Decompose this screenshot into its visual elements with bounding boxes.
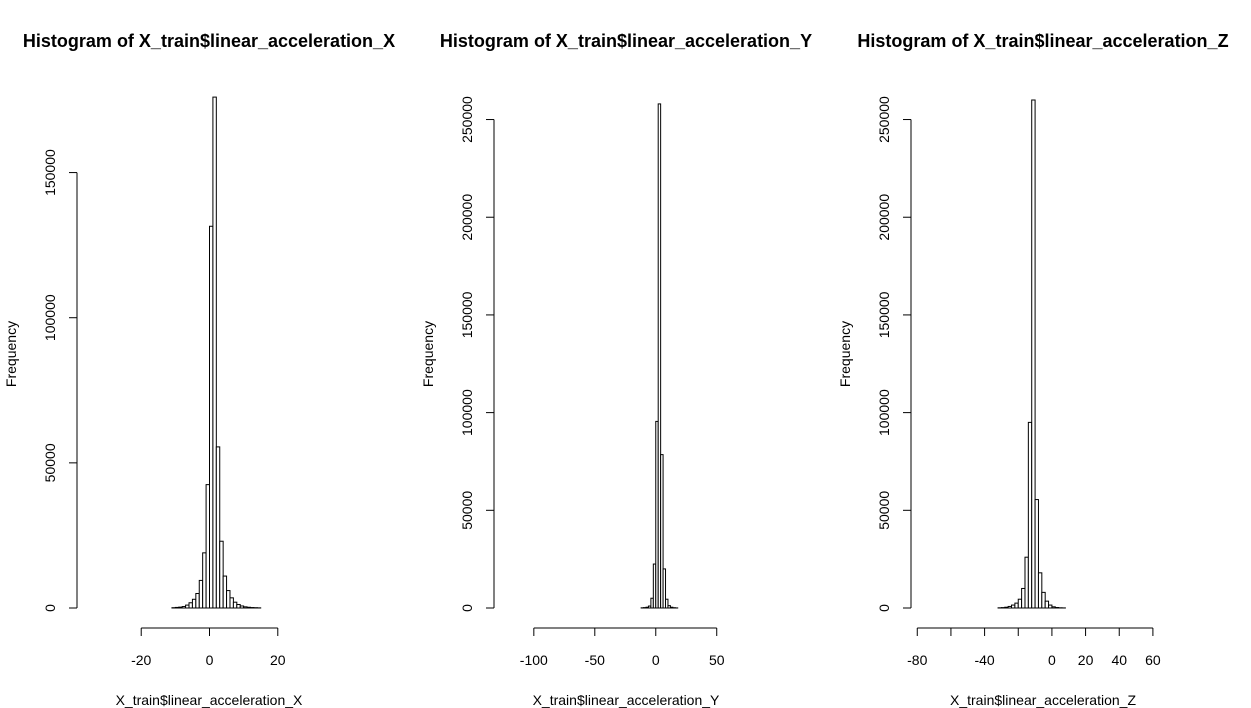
chart-title: Histogram of X_train$linear_acceleration…	[23, 31, 395, 51]
y-tick-label: 250000	[459, 96, 475, 143]
y-axis-label: Frequency	[3, 321, 19, 387]
histogram-bar	[178, 606, 183, 609]
y-tick-label: 150000	[876, 291, 892, 338]
y-tick-label: 0	[42, 604, 58, 612]
y-axis-label: Frequency	[420, 321, 436, 387]
y-tick-label: 150000	[459, 291, 475, 338]
histogram-bar	[226, 590, 231, 609]
y-tick-label: 0	[876, 604, 892, 612]
y-tick-label: 200000	[459, 194, 475, 241]
y-tick-label: 100000	[42, 294, 58, 341]
histogram-bar	[243, 606, 248, 609]
y-tick-label: 50000	[876, 491, 892, 530]
x-tick-label: 60	[1145, 652, 1161, 668]
x-tick-label: 20	[270, 652, 286, 668]
histogram-bar	[185, 604, 190, 609]
histogram-bar	[1017, 598, 1023, 609]
x-tick-label: -80	[907, 652, 927, 668]
histogram-bar	[174, 606, 180, 609]
histogram-bar	[212, 96, 217, 609]
y-axis-label: Frequency	[837, 321, 853, 387]
histogram-bar	[657, 103, 662, 609]
histogram-bar	[236, 604, 241, 609]
histogram-bar	[195, 592, 200, 609]
histogram-bar	[232, 601, 238, 609]
x-tick-label: 50	[709, 652, 725, 668]
histogram-panel-z: Histogram of X_train$linear_acceleration…	[837, 31, 1229, 708]
x-tick-label: 40	[1111, 652, 1127, 668]
x-axis-label: X_train$linear_acceleration_Y	[533, 692, 720, 708]
histogram-bar	[662, 568, 667, 609]
histogram-bar	[188, 602, 193, 609]
histogram-bar	[1021, 587, 1026, 609]
x-tick-label: -40	[974, 652, 994, 668]
histogram-bar	[1048, 604, 1053, 609]
chart-title: Histogram of X_train$linear_acceleration…	[857, 31, 1228, 51]
histogram-bar	[205, 484, 210, 609]
histogram-bar	[1007, 605, 1013, 609]
y-tick-label: 50000	[42, 443, 58, 482]
y-tick-label: 200000	[876, 194, 892, 241]
histogram-bar	[1031, 99, 1036, 609]
histogram-bar	[665, 598, 669, 609]
histogram-bar	[219, 540, 224, 609]
y-tick-label: 0	[459, 604, 475, 612]
y-tick-label: 100000	[876, 389, 892, 436]
histogram-bar	[1037, 572, 1043, 609]
x-tick-label: 0	[1048, 652, 1056, 668]
histogram-panel-x: Histogram of X_train$linear_acceleration…	[3, 31, 395, 708]
histogram-panel-y: Histogram of X_train$linear_acceleration…	[420, 31, 812, 708]
histogram-bar	[1027, 421, 1033, 609]
x-tick-label: -100	[520, 652, 548, 668]
histogram-bar	[198, 579, 204, 609]
x-axis-label: X_train$linear_acceleration_Z	[950, 692, 1136, 708]
histogram-bar	[239, 605, 245, 609]
histogram-bar	[202, 552, 207, 609]
y-tick-label: 250000	[876, 96, 892, 143]
histogram-bar	[222, 575, 228, 609]
x-tick-label: 20	[1078, 652, 1094, 668]
x-tick-label: -20	[131, 652, 151, 668]
histogram-bar	[191, 598, 197, 609]
y-tick-label: 150000	[42, 149, 58, 196]
histogram-bar	[1011, 604, 1016, 609]
x-tick-label: 0	[206, 652, 214, 668]
x-tick-label: -50	[585, 652, 605, 668]
histogram-bar	[660, 454, 664, 609]
histogram-bar	[215, 446, 221, 609]
histogram-bar	[229, 597, 234, 609]
x-axis-label: X_train$linear_acceleration_X	[116, 692, 303, 708]
histogram-bar	[209, 225, 214, 609]
chart-title: Histogram of X_train$linear_acceleration…	[440, 31, 812, 51]
x-tick-label: 0	[652, 652, 660, 668]
histogram-bar	[181, 606, 187, 609]
histogram-bar	[246, 606, 251, 609]
histogram-bar	[1034, 499, 1039, 609]
histogram-bar	[1041, 591, 1046, 609]
histogram-bar	[1044, 600, 1050, 609]
y-tick-label: 100000	[459, 389, 475, 436]
y-tick-label: 50000	[459, 491, 475, 530]
